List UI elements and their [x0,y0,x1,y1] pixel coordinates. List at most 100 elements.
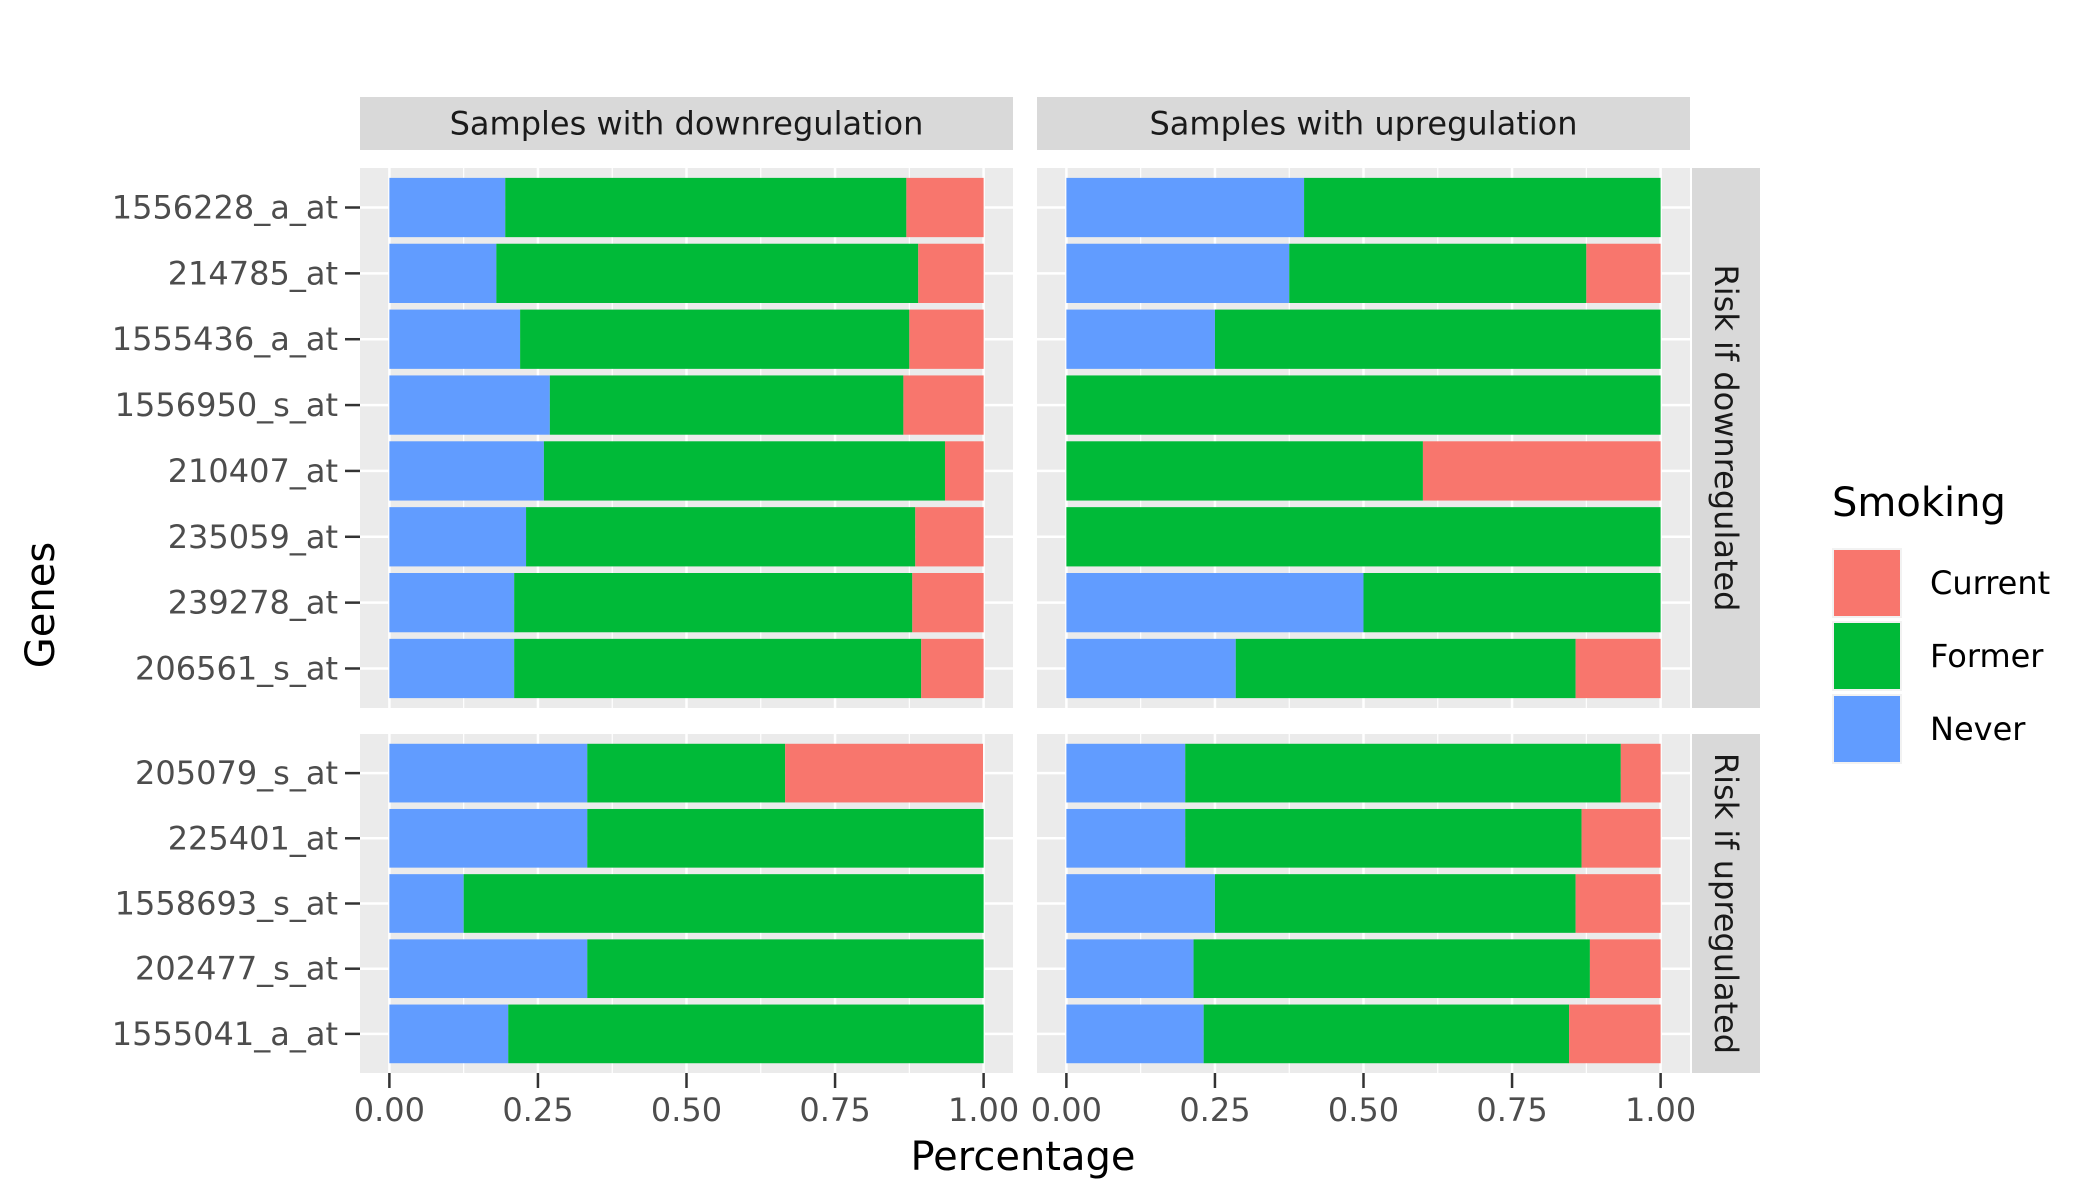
x-tick-label: 1.00 [948,1091,1019,1129]
bar-current [909,309,984,369]
bar-former [1185,808,1582,868]
bar-never [389,743,588,803]
bar-current [1422,441,1661,501]
bar-never [1066,243,1290,303]
bar-never [389,874,464,933]
bar-never [389,808,588,868]
legend-swatch-never [1834,696,1900,762]
x-tick-label: 0.25 [502,1091,573,1129]
bar-former [587,939,984,999]
bar-never [1066,808,1186,868]
bar-former [1066,441,1423,501]
bar-former [1185,743,1621,803]
column-strip [360,97,1013,150]
y-tick-label: 1555041_a_at [112,1015,338,1053]
bar-never [1066,1004,1204,1064]
bar-current [1586,243,1661,303]
bar-current [906,177,984,238]
bar-never [389,375,550,435]
x-tick-label: 0.50 [651,1091,722,1129]
bar-never [389,243,497,303]
y-tick-label: 1555436_a_at [112,320,338,358]
legend-label: Current [1930,564,2050,602]
bar-current [944,441,984,501]
bar-never [389,507,527,567]
bar-current [1620,743,1661,803]
row-strip [1692,734,1760,1073]
x-tick-label: 0.00 [354,1091,425,1129]
y-tick-label: 202477_s_at [135,950,338,988]
bar-former [520,309,910,369]
bar-current [912,573,984,633]
bar-former [587,808,984,868]
bar-never [389,939,588,999]
bar-current [1575,874,1661,933]
bar-former [526,507,916,567]
bar-former [1304,177,1661,238]
bar-never [1066,309,1215,369]
y-tick-label: 205079_s_at [135,754,338,792]
bar-never [1066,573,1364,633]
bar-never [389,1004,509,1064]
y-tick-label: 225401_at [168,819,338,857]
bar-former [587,743,786,803]
x-tick-label: 0.75 [799,1091,870,1129]
bar-never [389,638,515,699]
bar-former [1235,638,1576,699]
bar-current [785,743,984,803]
bar-former [463,874,984,933]
y-tick-label: 210407_at [168,452,338,490]
row-strip-label: Risk if downregulated [1707,265,1745,612]
bar-former [1066,507,1661,567]
bar-never [389,177,506,238]
bar-current [915,507,984,567]
x-tick-label: 0.25 [1179,1091,1250,1129]
bar-never [389,573,515,633]
x-tick-label: 0.50 [1328,1091,1399,1129]
bar-former [549,375,904,435]
bar-never [1066,939,1194,999]
legend: Smoking Current Former Never [1832,480,2050,764]
legend-swatch-current [1834,550,1900,616]
legend-title: Smoking [1832,480,2006,526]
y-tick-label: 1556228_a_at [112,189,338,227]
bar-former [1289,243,1587,303]
column-strip-label: Samples with upregulation [1149,105,1577,143]
legend-label: Former [1930,637,2044,675]
bar-current [921,638,984,699]
bar-former [505,177,907,238]
bar-former [1214,309,1661,369]
bar-former [514,638,922,699]
y-tick-label: 239278_at [168,584,338,622]
bar-never [389,309,521,369]
bar-former [508,1004,984,1064]
bar-current [1575,638,1661,699]
bar-former [496,243,919,303]
legend-label: Never [1930,710,2026,748]
x-tick-label: 0.00 [1031,1091,1102,1129]
bar-current [1589,939,1661,999]
y-tick-label: 206561_s_at [135,649,338,687]
bar-current [918,243,984,303]
x-tick-label: 1.00 [1625,1091,1696,1129]
y-tick-label: 235059_at [168,518,338,556]
bar-current [1581,808,1661,868]
bar-never [389,441,544,501]
bar-former [1066,375,1661,435]
x-tick-label: 0.75 [1476,1091,1547,1129]
column-strip-label: Samples with downregulation [450,105,924,143]
y-axis-title: Genes [18,542,64,668]
bar-never [1066,743,1186,803]
y-tick-label: 1558693_s_at [115,885,338,923]
bar-former [543,441,945,501]
row-strip [1692,168,1760,708]
bar-never [1066,177,1305,238]
y-tick-label: 214785_at [168,254,338,292]
bar-never [1066,638,1236,699]
bar-former [1203,1004,1570,1064]
legend-swatch-former [1834,623,1900,689]
y-tick-label: 1556950_s_at [115,386,338,424]
x-axis-title: Percentage [910,1134,1135,1180]
bar-current [903,375,984,435]
